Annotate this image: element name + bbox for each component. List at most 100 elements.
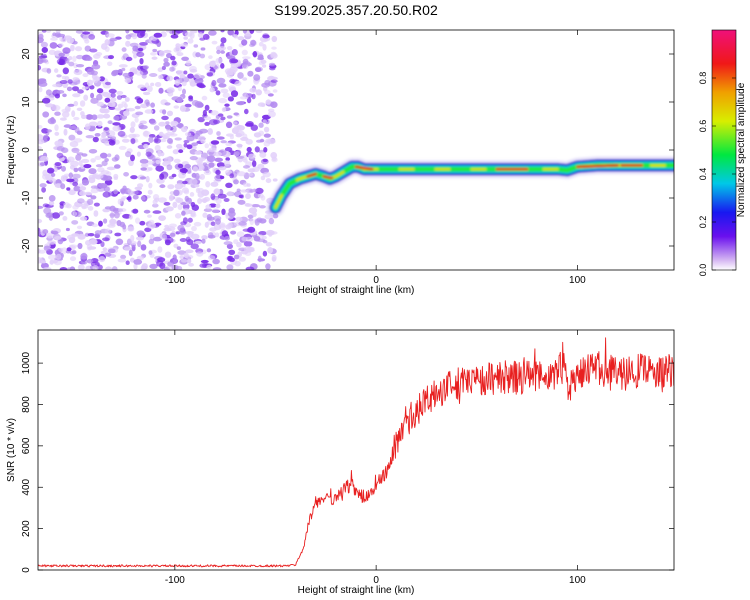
noise-speckle <box>175 143 183 149</box>
noise-speckle <box>56 146 65 152</box>
noise-speckle <box>48 254 57 260</box>
noise-speckle <box>189 65 197 72</box>
noise-speckle <box>158 131 164 137</box>
noise-speckle <box>197 32 204 38</box>
noise-speckle <box>68 134 76 141</box>
noise-speckle <box>39 162 46 167</box>
noise-speckle <box>61 111 70 118</box>
noise-speckle <box>162 109 167 115</box>
noise-speckle <box>139 176 147 180</box>
noise-speckle <box>200 259 209 264</box>
noise-speckle <box>249 43 255 48</box>
noise-speckle <box>181 56 190 61</box>
noise-speckle <box>221 208 226 215</box>
noise-speckle <box>172 201 178 208</box>
noise-speckle <box>111 136 117 141</box>
noise-speckle <box>59 35 64 42</box>
noise-speckle <box>108 88 117 94</box>
noise-speckle <box>66 86 73 92</box>
noise-speckle <box>187 217 193 223</box>
snr-ytick-label: 800 <box>21 396 32 413</box>
noise-speckle <box>40 41 49 48</box>
noise-speckle <box>49 259 54 265</box>
noise-speckle <box>54 131 60 136</box>
noise-speckle <box>38 86 43 93</box>
noise-speckle <box>212 258 220 265</box>
noise-speckle <box>167 110 173 117</box>
noise-speckle <box>262 44 267 51</box>
noise-speckle <box>62 93 67 98</box>
spectrogram-xlabel: Height of straight line (km) <box>298 285 415 296</box>
noise-speckle <box>130 234 135 242</box>
noise-speckle <box>179 238 187 242</box>
noise-speckle <box>254 113 259 118</box>
noise-speckle <box>193 73 202 79</box>
noise-speckle <box>136 151 141 157</box>
noise-speckle <box>218 83 227 88</box>
noise-speckle <box>120 94 127 99</box>
noise-speckle <box>213 151 222 157</box>
noise-speckle <box>72 77 80 81</box>
noise-speckle <box>242 158 248 163</box>
noise-speckle <box>170 232 176 237</box>
noise-speckle <box>137 47 144 52</box>
noise-speckle <box>125 34 132 40</box>
spectrogram-ytick-label: 20 <box>21 48 32 60</box>
noise-speckle <box>164 102 171 106</box>
snr-xlabel: Height of straight line (km) <box>298 585 415 596</box>
noise-speckle <box>262 158 268 163</box>
noise-speckle <box>202 198 208 204</box>
noise-speckle <box>84 191 93 196</box>
noise-speckle <box>241 39 248 46</box>
noise-speckle <box>95 52 103 56</box>
noise-speckle <box>58 211 64 216</box>
noise-speckle <box>77 198 85 204</box>
noise-speckle <box>38 231 41 236</box>
noise-speckle <box>234 260 241 267</box>
noise-speckle <box>54 111 61 116</box>
noise-speckle <box>167 138 173 144</box>
noise-speckle <box>79 186 87 191</box>
noise-speckle <box>238 221 247 226</box>
noise-speckle <box>73 100 79 107</box>
noise-speckle <box>157 246 163 253</box>
noise-speckle <box>178 172 186 179</box>
noise-speckle <box>131 241 137 245</box>
noise-speckle <box>42 267 52 270</box>
noise-speckle <box>265 242 273 247</box>
noise-speckle <box>194 184 200 188</box>
spectrogram-ytick-label: -20 <box>21 238 32 253</box>
noise-speckle <box>139 220 146 226</box>
noise-speckle <box>179 168 188 174</box>
noise-speckle <box>177 224 185 232</box>
noise-speckle <box>234 80 242 86</box>
noise-speckle <box>194 240 202 245</box>
noise-speckle <box>52 83 61 88</box>
noise-speckle <box>165 206 174 212</box>
noise-speckle <box>255 187 264 194</box>
noise-speckle <box>157 150 162 157</box>
noise-speckle <box>210 110 219 116</box>
noise-speckle <box>242 77 248 81</box>
noise-speckle <box>125 151 132 158</box>
noise-speckle <box>239 189 249 193</box>
noise-speckle <box>139 58 144 65</box>
noise-speckle <box>122 72 130 77</box>
noise-speckle <box>181 81 187 87</box>
noise-speckle <box>62 67 69 75</box>
noise-speckle <box>167 261 174 267</box>
noise-speckle <box>73 116 80 121</box>
noise-speckle <box>62 216 68 221</box>
noise-speckle <box>107 120 113 125</box>
noise-speckle <box>38 64 42 71</box>
noise-speckle <box>190 243 199 250</box>
noise-speckle <box>148 182 153 189</box>
noise-speckle <box>139 42 148 46</box>
noise-speckle <box>66 178 75 183</box>
noise-speckle <box>65 58 70 64</box>
noise-speckle <box>115 238 124 246</box>
noise-speckle <box>113 211 120 219</box>
noise-speckle <box>138 125 148 130</box>
noise-speckle <box>47 240 57 245</box>
noise-speckle <box>163 201 171 206</box>
